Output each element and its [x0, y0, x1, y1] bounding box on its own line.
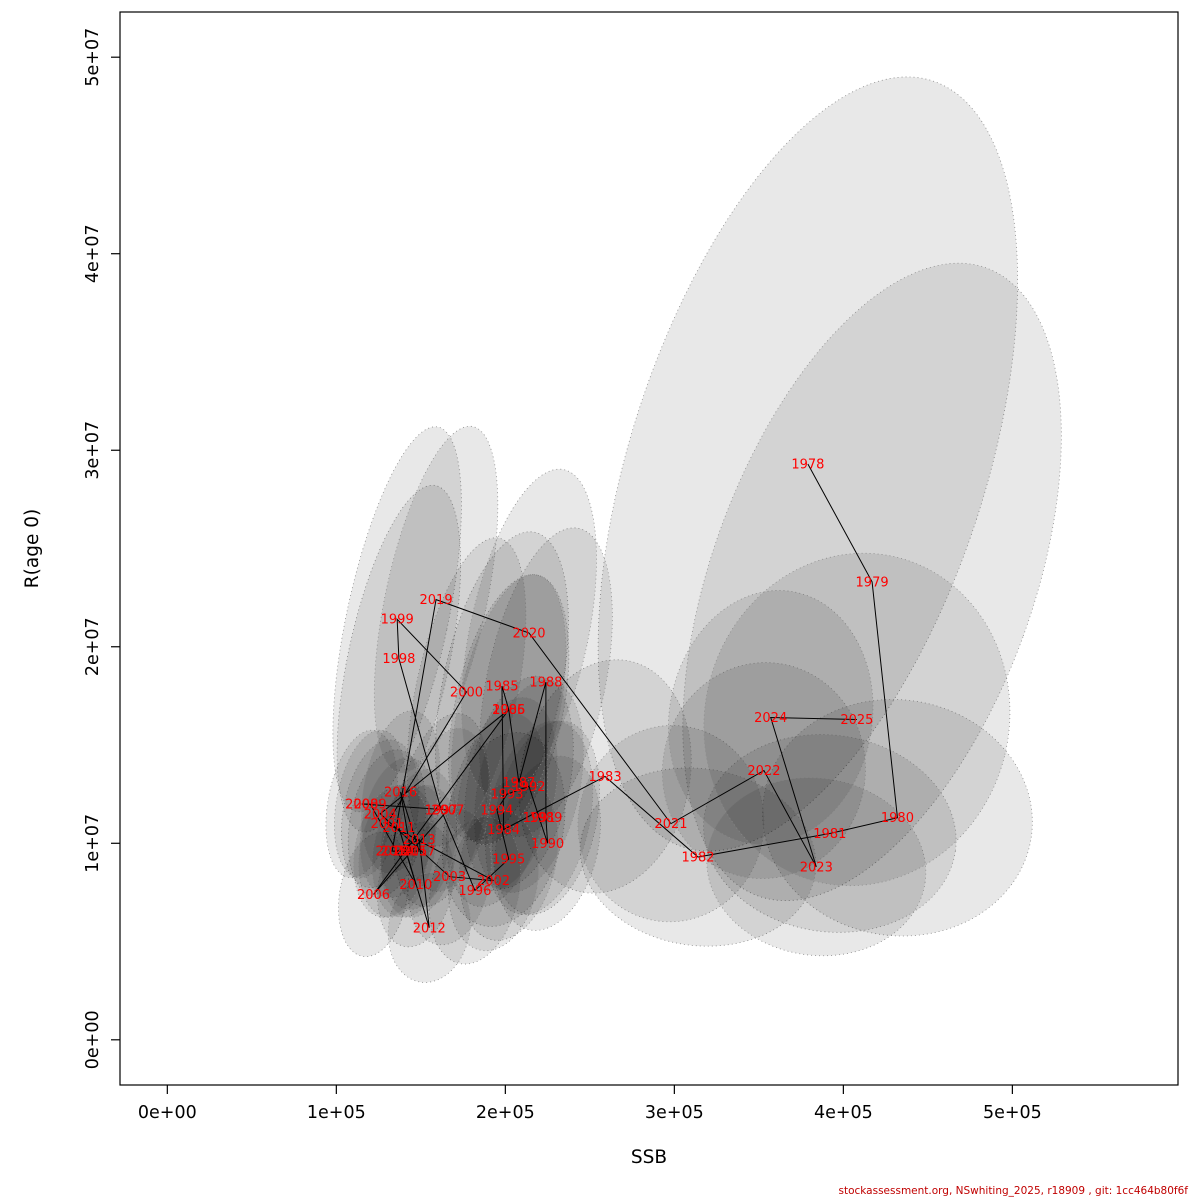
year-label: 2005: [492, 703, 525, 718]
year-label: 2013: [403, 833, 436, 848]
year-label: 1996: [458, 884, 491, 899]
year-label: 1998: [382, 652, 415, 667]
x-tick-label: 3e+05: [645, 1103, 704, 1123]
year-label: 1987: [502, 776, 535, 791]
footer-caption: stockassessment.org, NSwhiting_2025, r18…: [838, 1185, 1188, 1197]
y-tick-label: 0e+00: [83, 1010, 103, 1069]
year-label: 2000: [450, 685, 483, 700]
year-label: 1989: [529, 811, 562, 826]
year-label: 2001: [370, 817, 403, 832]
year-label: 2009: [354, 797, 387, 812]
year-label: 2010: [399, 878, 432, 893]
year-label: 1997: [425, 803, 458, 818]
year-label: 2008: [345, 797, 378, 812]
year-label: 1992: [512, 780, 545, 795]
year-label: 2007: [431, 803, 464, 818]
year-label: 1991: [523, 811, 556, 826]
y-tick-label: 4e+07: [83, 224, 103, 283]
year-label: 2016: [384, 786, 417, 801]
x-axis-title: SSB: [631, 1147, 667, 1168]
year-label: 1990: [531, 837, 564, 852]
year-label: 1984: [487, 823, 520, 838]
year-label: 2014: [381, 845, 414, 860]
year-label: 2022: [747, 764, 780, 779]
y-tick-label: 2e+07: [83, 617, 103, 676]
year-label: 2018: [376, 845, 409, 860]
year-label: 2021: [654, 817, 687, 832]
x-tick-label: 2e+05: [476, 1103, 535, 1123]
year-label: 2023: [800, 860, 833, 875]
year-label: 1993: [490, 788, 523, 803]
year-label: 2004: [364, 807, 397, 822]
plot-border: [119, 11, 1179, 1086]
year-label: 1995: [492, 853, 525, 868]
x-tick-label: 4e+05: [814, 1103, 873, 1123]
year-label: 1982: [681, 851, 714, 866]
year-label: 1985: [485, 680, 518, 695]
year-label: 2024: [754, 711, 787, 726]
x-tick-label: 5e+05: [983, 1103, 1042, 1123]
x-tick-label: 1e+05: [307, 1103, 366, 1123]
year-label: 2011: [382, 821, 415, 836]
year-label: 1986: [492, 703, 525, 718]
year-label: 2015: [394, 845, 427, 860]
year-label: 2006: [357, 888, 390, 903]
y-tick-label: 3e+07: [83, 421, 103, 480]
year-label: 1978: [791, 457, 824, 472]
year-label: 1980: [881, 811, 914, 826]
year-label: 1979: [856, 575, 889, 590]
year-label: 1981: [813, 827, 846, 842]
year-label: 1994: [480, 803, 513, 818]
y-tick-label: 5e+07: [83, 28, 103, 87]
y-tick-label: 1e+07: [83, 814, 103, 873]
year-label: 2017: [403, 845, 436, 860]
year-label: 1999: [381, 613, 414, 628]
year-label: 2002: [477, 874, 510, 889]
trajectory-line: [361, 463, 898, 928]
year-label: 2003: [433, 870, 466, 885]
y-axis-title: R(age 0): [22, 509, 43, 588]
year-label: 1983: [589, 770, 622, 785]
year-label: 2025: [840, 713, 873, 728]
year-label: 1988: [529, 676, 562, 691]
x-tick-label: 0e+00: [138, 1103, 197, 1123]
year-label: 2020: [512, 627, 545, 642]
year-label: 2019: [420, 593, 453, 608]
year-label: 2012: [413, 921, 446, 936]
